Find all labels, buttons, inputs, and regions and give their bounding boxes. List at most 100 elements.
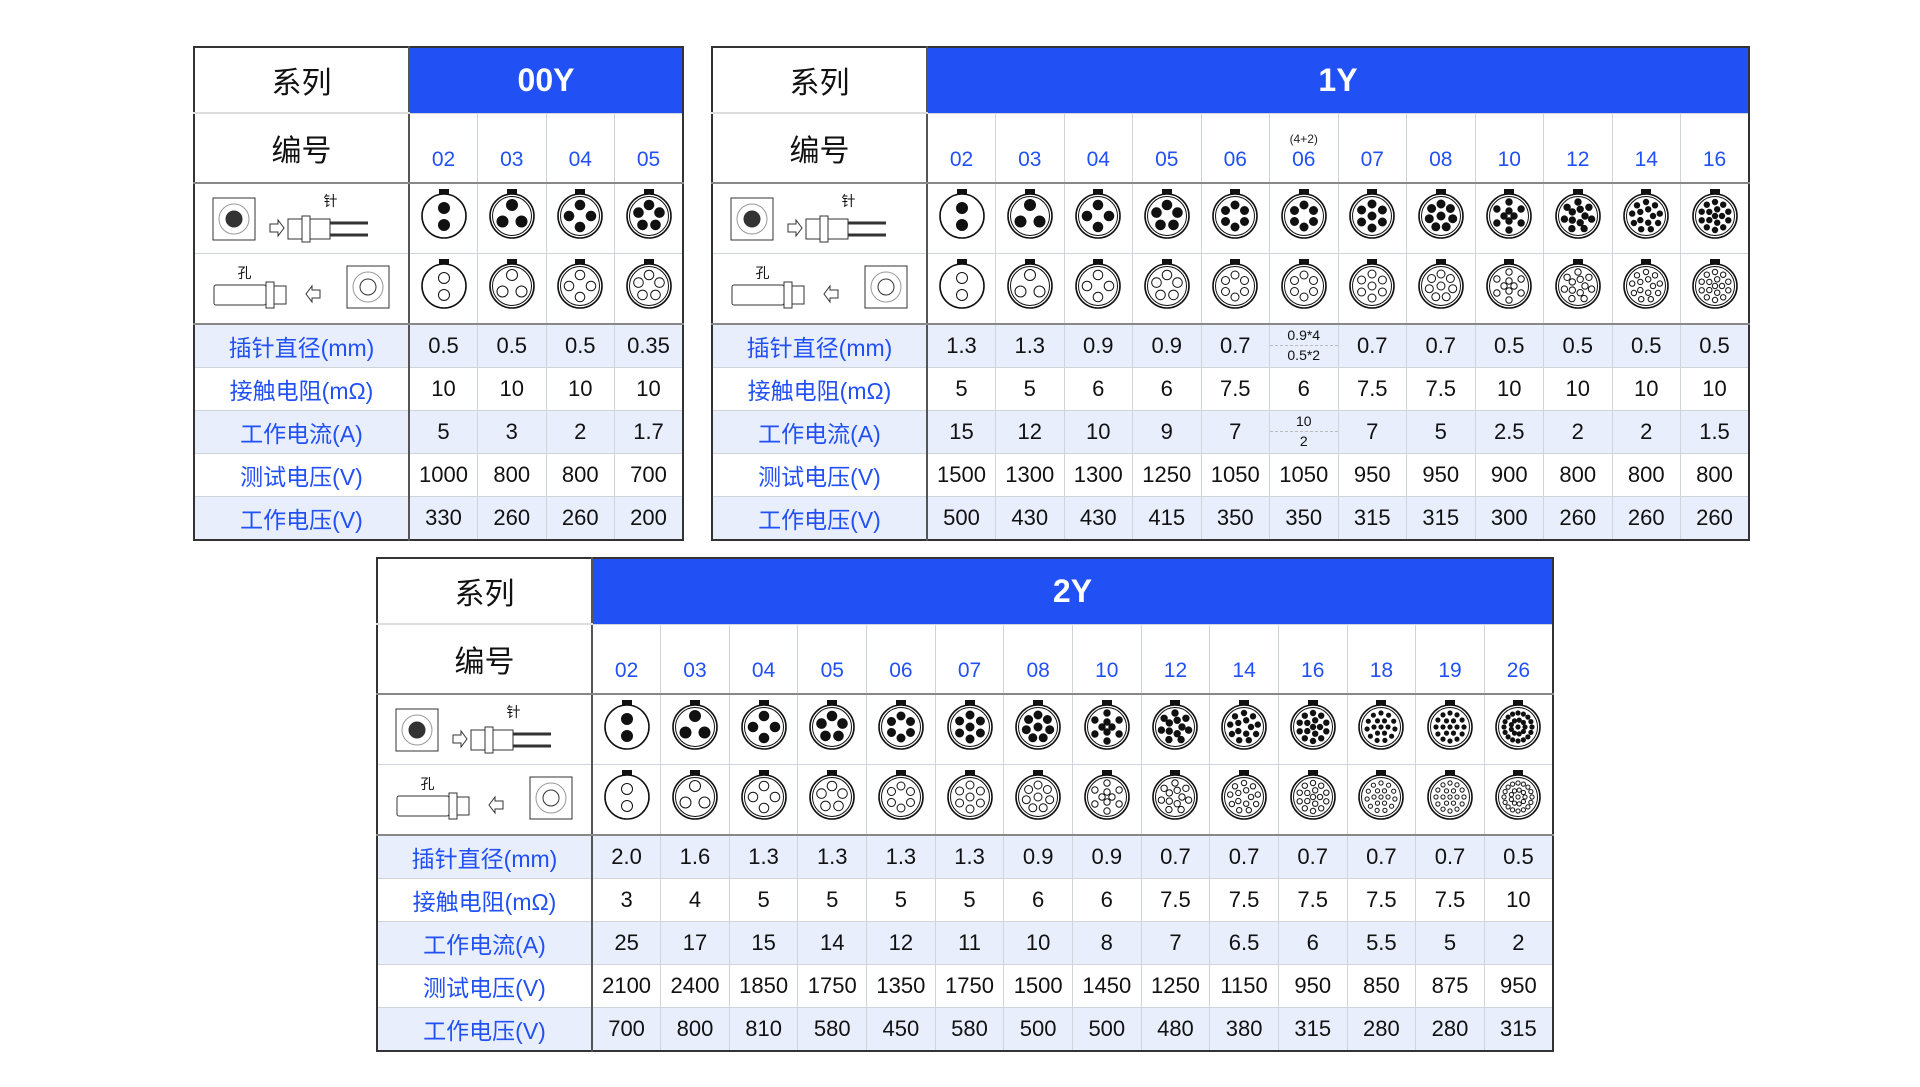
spec-row: 工作电流(A) 25 17 15 14 12 11 10 8 7 6.5 6 5.5 5 2 — [376, 920, 1554, 965]
pin-layout — [1406, 182, 1476, 254]
pin-face-icon — [1554, 189, 1601, 239]
spec-value: 10 — [408, 366, 478, 411]
pin-face-icon — [1075, 189, 1122, 239]
socket-layout — [1003, 763, 1073, 836]
pin-layout — [545, 182, 615, 254]
spec-value: 2.0 — [591, 834, 662, 879]
spec-value: 800 — [1680, 452, 1750, 497]
spec-value: 12 — [866, 920, 936, 965]
spec-value: 580 — [934, 1006, 1005, 1051]
series-name: 00Y — [409, 47, 683, 113]
spec-row: 插针直径(mm) 2.0 1.6 1.3 1.3 1.3 1.3 0.9 0.9 0.7 0.7 0.… — [376, 834, 1554, 879]
spec-table-1y: 系列 1Y 编号 02 03 04 05 06 (4+2) 06 07 08 10 12 14 16 针孔插针直… — [711, 46, 1750, 541]
pin-layout — [1140, 693, 1211, 765]
pin-layout — [591, 693, 662, 765]
spec-value: 2400 — [660, 963, 730, 1008]
spec-value: 7.5 — [1200, 366, 1270, 411]
hole-legend: 孔 — [730, 257, 910, 319]
spec-row: 工作电流(A) 5 3 2 1.7 — [193, 409, 684, 454]
model-code: 12 — [1140, 623, 1211, 695]
model-code: 02 — [926, 112, 996, 184]
spec-value: 0.5 — [545, 323, 615, 368]
pin-face-icon — [1495, 700, 1542, 750]
spec-row: 接触电阻(mΩ) 3 4 5 5 5 5 6 6 7.5 7.5 7.5 7.5 7.5 10 — [376, 877, 1554, 922]
spec-value: 5 — [797, 877, 868, 922]
pin-face-icon — [1289, 700, 1336, 750]
pin-legend: 针 — [395, 698, 575, 760]
model-code: 10 — [1071, 623, 1142, 695]
pin-face-icon — [1143, 189, 1190, 239]
spec-value: 500 — [1071, 1006, 1142, 1051]
spec-value: 260 — [545, 495, 615, 540]
pin-face-icon — [1152, 700, 1199, 750]
spec-value: 1250 — [1140, 963, 1211, 1008]
spec-value: 430 — [1063, 495, 1133, 540]
series-label: 系列 — [711, 46, 928, 114]
pin-face-icon — [603, 700, 650, 750]
spec-value: 1.3 — [866, 834, 936, 879]
spec-value: 1850 — [728, 963, 799, 1008]
socket-layout — [1209, 763, 1279, 836]
model-code: 03 — [477, 112, 547, 184]
model-code: 16 — [1680, 112, 1750, 184]
pin-layout — [1071, 693, 1142, 765]
socket-face-icon — [1486, 259, 1533, 309]
spec-value: 2 — [1483, 920, 1554, 965]
spec-value: 1.3 — [926, 323, 996, 368]
spec-value: 0.9 — [1003, 834, 1073, 879]
socket-face-icon — [878, 770, 924, 820]
spec-value: 7 — [1140, 920, 1211, 965]
spec-row: 工作电压(V) 700 800 810 580 450 580 500 500 480 380 315… — [376, 1006, 1554, 1051]
spec-value: 0.9*4 0.5*2 — [1269, 323, 1339, 368]
socket-layout — [591, 763, 662, 836]
model-code: 04 — [545, 112, 615, 184]
row-label: 测试电压(V) — [711, 452, 928, 497]
spec-value: 810 — [728, 1006, 799, 1051]
pin-layout — [1611, 182, 1681, 254]
row-label: 工作电压(V) — [376, 1006, 593, 1051]
socket-layout — [1132, 252, 1202, 325]
code-note: (4+2) — [1289, 131, 1318, 146]
spec-value: 0.5 — [477, 323, 547, 368]
socket-face-icon — [1495, 770, 1542, 820]
spec-table-00y: 系列 00Y 编号 02 03 04 05 针孔插针直径(mm) 0.5 0.5 0.5 0.35 接触… — [193, 46, 684, 541]
row-label: 工作电压(V) — [711, 495, 928, 540]
spec-value: 2 — [545, 409, 615, 454]
socket-face-icon — [1280, 259, 1327, 309]
number-label: 编号 — [711, 112, 928, 184]
model-code: 08 — [1003, 623, 1073, 695]
spec-value: 1050 — [1200, 452, 1270, 497]
socket-face-icon — [1349, 259, 1396, 309]
spec-value: 2100 — [591, 963, 662, 1008]
pin-layout — [1543, 182, 1613, 254]
socket-face-icon — [1143, 259, 1190, 309]
spec-value: 280 — [1346, 1006, 1417, 1051]
pin-layout — [408, 182, 478, 254]
pin-face-icon — [938, 189, 985, 239]
spec-value: 700 — [591, 1006, 662, 1051]
pin-layout — [1680, 182, 1750, 254]
row-label: 接触电阻(mΩ) — [376, 877, 593, 922]
socket-face-icon — [938, 259, 985, 309]
spec-value: 350 — [1200, 495, 1270, 540]
socket-face-icon — [1417, 259, 1464, 309]
pin-connector-icon — [787, 215, 886, 243]
pin-layout — [1063, 182, 1133, 254]
spec-value: 7.5 — [1337, 366, 1407, 411]
spec-value: 6 — [1277, 920, 1348, 965]
spec-value: 875 — [1415, 963, 1485, 1008]
spec-value: 7.5 — [1209, 877, 1279, 922]
spec-value: 330 — [408, 495, 478, 540]
socket-face-icon — [603, 770, 650, 820]
spec-value: 950 — [1337, 452, 1407, 497]
spec-value: 700 — [614, 452, 684, 497]
pin-layout — [1277, 693, 1348, 765]
pin-layout — [866, 693, 936, 765]
socket-layout — [1611, 252, 1681, 325]
spec-value: 950 — [1483, 963, 1554, 1008]
socket-layout — [934, 763, 1005, 836]
socket-layout — [797, 763, 868, 836]
model-code: 26 — [1483, 623, 1554, 695]
model-code: 16 — [1277, 623, 1348, 695]
spec-value: 4 — [660, 877, 730, 922]
